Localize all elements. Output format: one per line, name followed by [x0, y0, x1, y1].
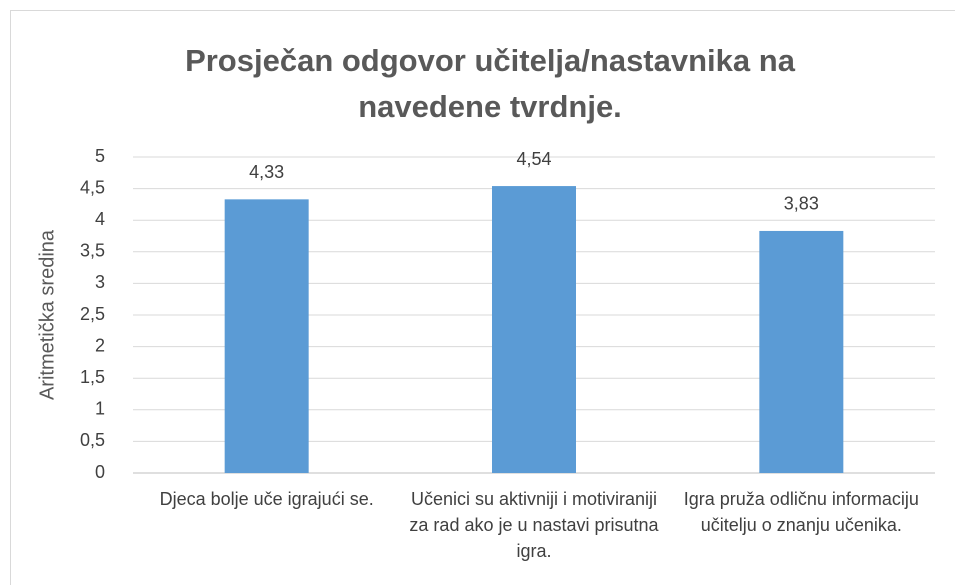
- y-tick-label: 0,5: [80, 430, 105, 450]
- x-tick-label: Djeca bolje uče igrajući se.: [159, 489, 374, 509]
- y-tick-label: 4: [95, 209, 105, 229]
- x-tick-label: Igra pruža odličnu informaciju učitelju …: [683, 489, 919, 535]
- y-tick-label: 2,5: [80, 304, 105, 324]
- chart-title: Prosječan odgovor učitelja/nastavnika na…: [185, 43, 795, 124]
- y-tick-label: 3: [95, 272, 105, 292]
- y-tick-label: 1: [95, 399, 105, 419]
- bar: [759, 230, 844, 473]
- y-axis-label: Aritmetička sredina: [36, 229, 58, 400]
- y-tick-label: 3,5: [80, 241, 105, 261]
- y-tick-label: 1,5: [80, 367, 105, 387]
- data-label: 3,83: [784, 194, 819, 214]
- bar: [492, 186, 576, 473]
- data-label: 4,54: [516, 149, 551, 169]
- y-tick-label: 0: [95, 462, 105, 482]
- y-tick-label: 4,5: [80, 177, 105, 197]
- x-tick-label: Učenici su aktivniji i motiviraniji za r…: [409, 489, 659, 561]
- data-label: 4,33: [249, 162, 284, 182]
- y-tick-label: 2: [95, 335, 105, 355]
- bar: [224, 199, 309, 473]
- y-tick-label: 5: [95, 146, 105, 166]
